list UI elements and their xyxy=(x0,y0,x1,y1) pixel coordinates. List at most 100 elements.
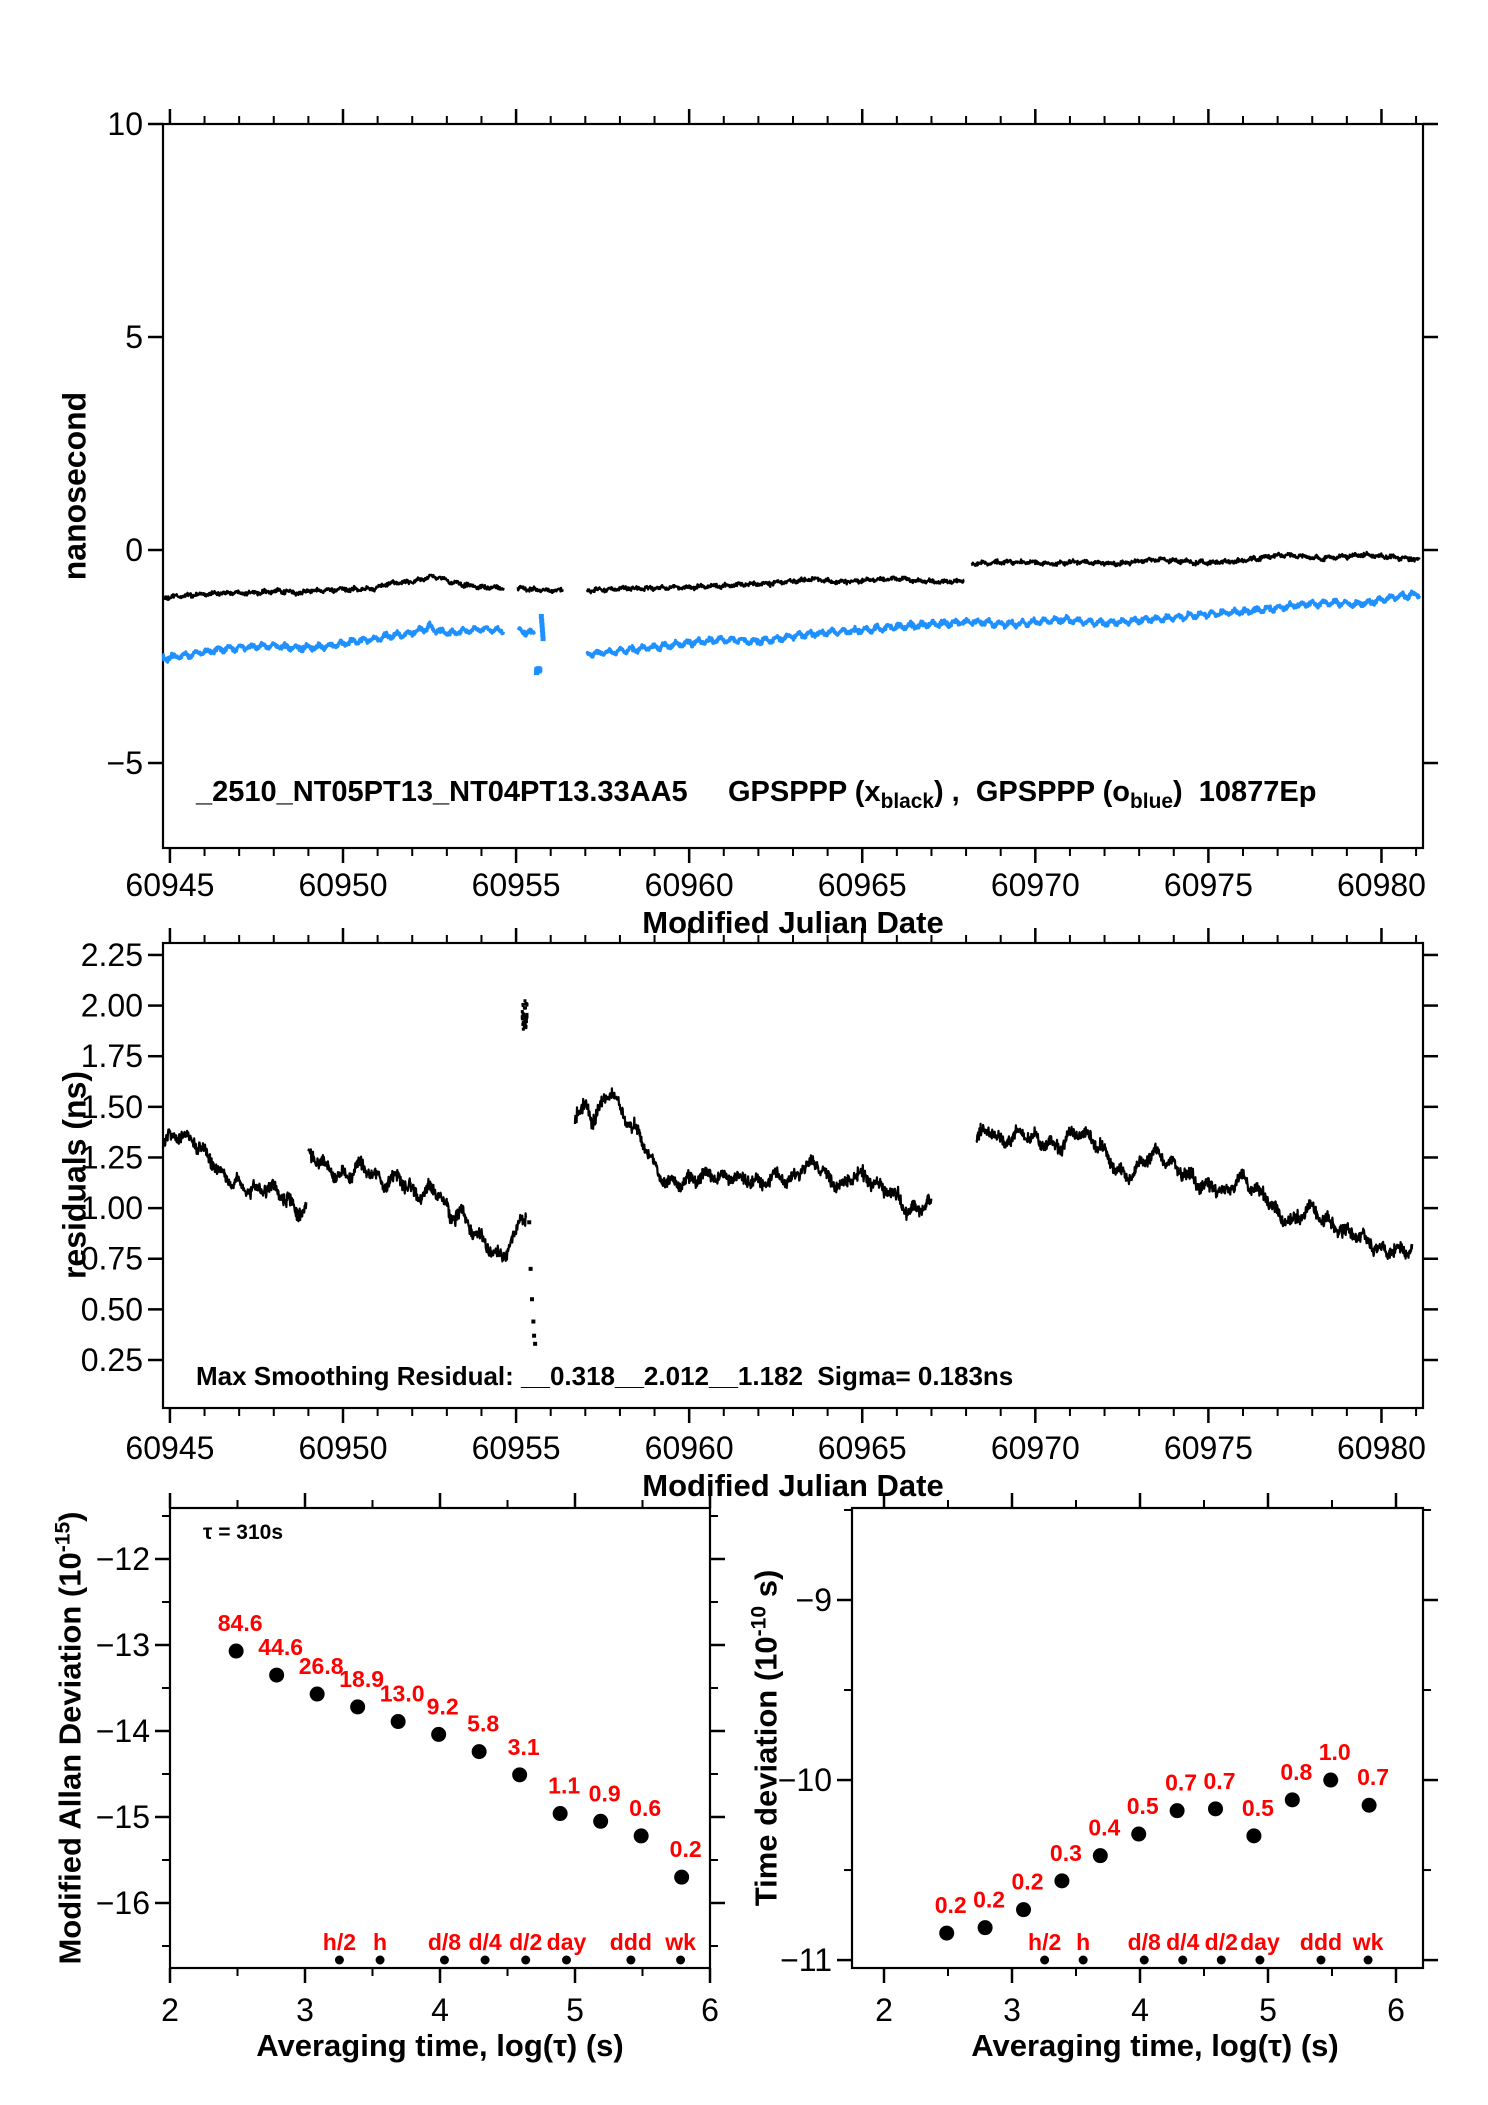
time-series-x-tick-label: 60960 xyxy=(645,867,734,903)
residual-outlier-dot xyxy=(532,1333,537,1338)
mdev-point-value-label: 9.2 xyxy=(427,1693,459,1719)
tau-marker-dot xyxy=(1078,1955,1088,1965)
mdev-x-tick-label: 3 xyxy=(296,1992,314,2028)
tdev-x-tick-label: 4 xyxy=(1131,1992,1149,2028)
residuals-x-tick-label: 60980 xyxy=(1337,1430,1426,1466)
tau-marker-label: wk xyxy=(664,1929,696,1955)
time-series-trace xyxy=(516,626,537,638)
mdev-point xyxy=(552,1806,568,1822)
residual-spike-dot xyxy=(522,1016,526,1020)
tau-marker-dot xyxy=(1363,1955,1373,1965)
tau-marker-label: h xyxy=(1076,1929,1090,1955)
residuals-x-tick-label: 60975 xyxy=(1164,1430,1253,1466)
residuals-trace xyxy=(975,1122,1414,1261)
residuals-x-tick-label: 60950 xyxy=(299,1430,388,1466)
tau-marker-label: h xyxy=(373,1929,387,1955)
residual-outlier-dot xyxy=(531,1319,536,1324)
tau-marker-dot xyxy=(521,1955,531,1965)
time-series-plot-area xyxy=(161,122,1425,850)
mdev-point xyxy=(431,1726,447,1742)
tau-marker-dot xyxy=(480,1955,490,1965)
residuals-x-tick-label: 60965 xyxy=(818,1430,907,1466)
tdev-point-value-label: 0.5 xyxy=(1242,1795,1274,1821)
tau-marker-dot xyxy=(626,1955,636,1965)
tau-marker-dot xyxy=(1255,1955,1265,1965)
trace-dot xyxy=(539,627,545,633)
residual-spike-dot xyxy=(524,1018,528,1022)
tau-marker-label: d/2 xyxy=(509,1929,542,1955)
mdev-y-tick-label: −16 xyxy=(96,1885,150,1921)
residuals-x-tick-label: 60960 xyxy=(645,1430,734,1466)
mdev-point xyxy=(593,1813,609,1829)
tau-marker-dot xyxy=(1139,1955,1149,1965)
tdev-point-value-label: 0.2 xyxy=(1012,1869,1044,1895)
residuals-trace xyxy=(573,1087,933,1222)
tdev-point xyxy=(939,1925,955,1941)
tau-marker-label: d/2 xyxy=(1205,1929,1238,1955)
tdev-point-value-label: 0.2 xyxy=(935,1892,967,1918)
tdev-point xyxy=(1361,1797,1377,1813)
tdev-point-value-label: 0.8 xyxy=(1280,1759,1312,1785)
tau-marker-label: d/8 xyxy=(428,1929,461,1955)
residual-outlier-dot xyxy=(528,1266,533,1271)
residuals-annotation: Max Smoothing Residual: __0.318__2.012__… xyxy=(196,1361,1014,1391)
trace-dot xyxy=(540,631,546,637)
residual-spike-dot xyxy=(523,999,527,1003)
residuals-y-axis-title: residuals (ns) xyxy=(56,1070,93,1280)
time-series-y-tick-label: 0 xyxy=(125,532,143,568)
time-series-x-tick-label: 60975 xyxy=(1164,867,1253,903)
residuals-x-tick-label: 60945 xyxy=(125,1430,214,1466)
mdev-x-tick-label: 2 xyxy=(161,1992,179,2028)
residual-outlier-dot xyxy=(527,1220,532,1225)
residuals-x-tick-label: 60970 xyxy=(991,1430,1080,1466)
mdev-y-tick-label: −12 xyxy=(96,1541,150,1577)
tdev-point xyxy=(1054,1873,1070,1889)
mdev-x-tick-label: 5 xyxy=(566,1992,584,2028)
residual-spike-dot xyxy=(525,1012,529,1016)
mdev-point-value-label: 44.6 xyxy=(258,1634,303,1660)
time-series-y-tick-label: 10 xyxy=(107,106,143,142)
residuals-y-tick-label: 0.75 xyxy=(81,1241,143,1277)
residuals-y-tick-label: 2.25 xyxy=(81,937,143,973)
time-series-y-tick-label: −5 xyxy=(107,745,143,781)
tau-marker-dot xyxy=(1178,1955,1188,1965)
residuals-y-tick-label: 2.00 xyxy=(81,988,143,1024)
tdev-point-value-label: 0.7 xyxy=(1357,1764,1389,1790)
tau-marker-dot xyxy=(334,1955,344,1965)
tau-marker-label: h/2 xyxy=(323,1929,356,1955)
tdev-point xyxy=(1169,1803,1185,1819)
tdev-y-tick-label: −9 xyxy=(796,1582,832,1618)
time-series-y-tick-label: 5 xyxy=(125,319,143,355)
top-x-axis-title: Modified Julian Date xyxy=(642,905,944,940)
mdev-point xyxy=(674,1869,690,1885)
tdev-point xyxy=(1323,1772,1339,1788)
residual-spike-dot xyxy=(521,1004,525,1008)
mdev-x-axis-title: Averaging time, log(τ) (s) xyxy=(256,2028,624,2063)
tau-marker-label: d/8 xyxy=(1128,1929,1161,1955)
time-series-x-tick-label: 60950 xyxy=(299,867,388,903)
tau-annotation: τ = 310s xyxy=(203,1521,284,1544)
residual-spike-dot xyxy=(522,1012,526,1016)
tau-marker-dot xyxy=(676,1955,686,1965)
tdev-y-axis-title: Time deviation (10-10 s) xyxy=(747,1569,784,1907)
mdev-point-value-label: 3.1 xyxy=(508,1734,540,1760)
mdev-point-value-label: 0.9 xyxy=(589,1780,621,1806)
mdev-y-tick-label: −13 xyxy=(96,1627,150,1663)
tdev-point xyxy=(1016,1902,1032,1918)
tdev-point-value-label: 0.7 xyxy=(1204,1768,1236,1794)
tau-marker-label: day xyxy=(1240,1929,1280,1955)
tau-marker-label: wk xyxy=(1352,1929,1384,1955)
mdev-point-value-label: 18.9 xyxy=(339,1666,384,1692)
tdev-x-tick-label: 2 xyxy=(875,1992,893,2028)
residual-spike-dot xyxy=(521,1027,525,1031)
tdev-point xyxy=(977,1920,993,1936)
tau-marker-label: d/4 xyxy=(468,1929,501,1955)
tdev-y-tick-label: −10 xyxy=(778,1762,832,1798)
tdev-plot-area xyxy=(850,1506,1425,1970)
tau-marker-label: ddd xyxy=(610,1929,652,1955)
trace-dot xyxy=(539,622,545,628)
tdev-point-value-label: 0.4 xyxy=(1088,1815,1120,1841)
tau-marker-label: h/2 xyxy=(1028,1929,1061,1955)
residual-spike-dot xyxy=(524,1016,528,1020)
